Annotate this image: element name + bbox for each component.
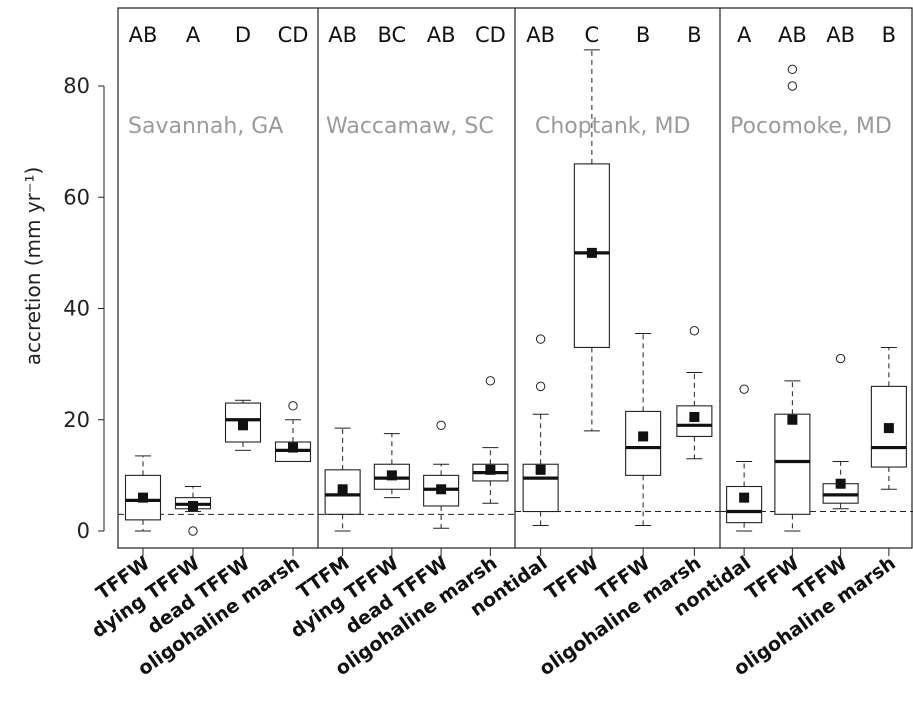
panel-title: Waccamaw, SC — [326, 114, 494, 139]
significance-letter: B — [687, 23, 701, 47]
outlier-point — [787, 81, 798, 91]
iqr-box — [774, 413, 811, 515]
significance-letter: B — [882, 23, 896, 47]
outlier-point — [288, 401, 298, 411]
mean-marker — [337, 484, 348, 495]
significance-letter: A — [186, 23, 201, 47]
significance-letter: AB — [129, 23, 158, 47]
iqr-box — [625, 410, 662, 476]
outlier-point — [188, 526, 198, 536]
panel: Pocomoke, MDAnontidalABTFFWABTFFWBoligoh… — [670, 23, 913, 680]
mean-marker — [586, 247, 597, 258]
significance-letter: AB — [328, 23, 357, 47]
significance-letter: CD — [475, 23, 506, 47]
mean-marker — [535, 464, 546, 475]
mean-marker — [138, 492, 148, 503]
mean-marker — [238, 420, 248, 431]
outlier-point — [535, 334, 546, 344]
mean-marker — [883, 423, 894, 434]
mean-marker — [835, 478, 846, 489]
y-tick-label: 80 — [63, 74, 90, 98]
mean-marker — [689, 411, 700, 422]
mean-marker — [386, 470, 397, 481]
iqr-box — [726, 485, 763, 524]
y-tick-label: 0 — [77, 519, 90, 543]
mean-marker — [485, 464, 496, 475]
significance-letter: A — [737, 23, 752, 47]
outlier-point — [436, 420, 446, 431]
iqr-box — [522, 463, 559, 513]
y-axis: 0 20 40 60 80 — [63, 74, 105, 543]
significance-letter: CD — [278, 23, 309, 47]
mean-marker — [638, 431, 649, 442]
y-tick-label: 60 — [63, 185, 90, 209]
panel-title: Pocomoke, MD — [730, 114, 892, 139]
box-group: C TFFW — [541, 23, 610, 604]
outlier-point — [689, 326, 700, 336]
y-axis-label: accretion (mm yr⁻¹) — [21, 167, 45, 366]
category-label: TFFW — [742, 552, 804, 604]
significance-letter: AB — [526, 23, 555, 47]
significance-letter: AB — [826, 23, 855, 47]
mean-marker — [436, 484, 447, 495]
significance-letter: AB — [427, 23, 456, 47]
mean-marker — [188, 500, 198, 511]
iqr-box — [224, 402, 262, 443]
significance-letter: B — [636, 23, 650, 47]
panel-title: Choptank, MD — [535, 114, 690, 139]
mean-marker — [739, 492, 750, 503]
outlier-point — [485, 376, 496, 386]
category-label: TFFW — [541, 552, 603, 604]
outlier-point — [787, 64, 798, 75]
panel-title: Savannah, GA — [128, 114, 283, 139]
y-tick-label: 40 — [63, 297, 90, 321]
y-tick-label: 20 — [63, 408, 90, 432]
significance-letter: C — [585, 23, 600, 47]
mean-marker — [288, 442, 298, 453]
significance-letter: AB — [778, 23, 807, 47]
significance-letter: BC — [378, 23, 407, 47]
significance-letter: D — [235, 23, 251, 47]
mean-marker — [787, 414, 798, 425]
outlier-point — [535, 381, 546, 392]
outlier-point — [835, 353, 846, 364]
panel: Choptank, MDABnontidalCTFFWBTFFWBoligoha… — [466, 23, 720, 680]
outlier-point — [739, 384, 749, 394]
